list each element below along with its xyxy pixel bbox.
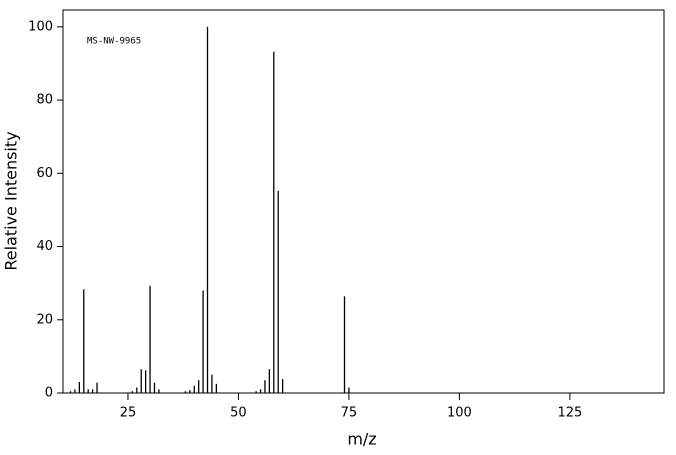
y-tick-label: 20 bbox=[36, 312, 53, 327]
x-axis-label: m/z bbox=[347, 430, 376, 449]
y-tick-label: 60 bbox=[36, 166, 53, 181]
y-tick-label: 80 bbox=[36, 93, 53, 108]
x-tick-label: 25 bbox=[120, 406, 137, 421]
x-tick-label: 125 bbox=[557, 406, 582, 421]
plot-frame bbox=[62, 9, 665, 394]
x-tick-label: 75 bbox=[341, 406, 358, 421]
y-tick-label: 100 bbox=[28, 19, 53, 34]
y-tick-label: 40 bbox=[36, 239, 53, 254]
y-axis-label: Relative Intensity bbox=[2, 131, 21, 270]
annotation: MS-NW-9965 bbox=[87, 37, 141, 47]
x-tick-label: 50 bbox=[230, 406, 247, 421]
x-tick-label: 100 bbox=[447, 406, 472, 421]
y-tick-label: 0 bbox=[45, 386, 53, 401]
